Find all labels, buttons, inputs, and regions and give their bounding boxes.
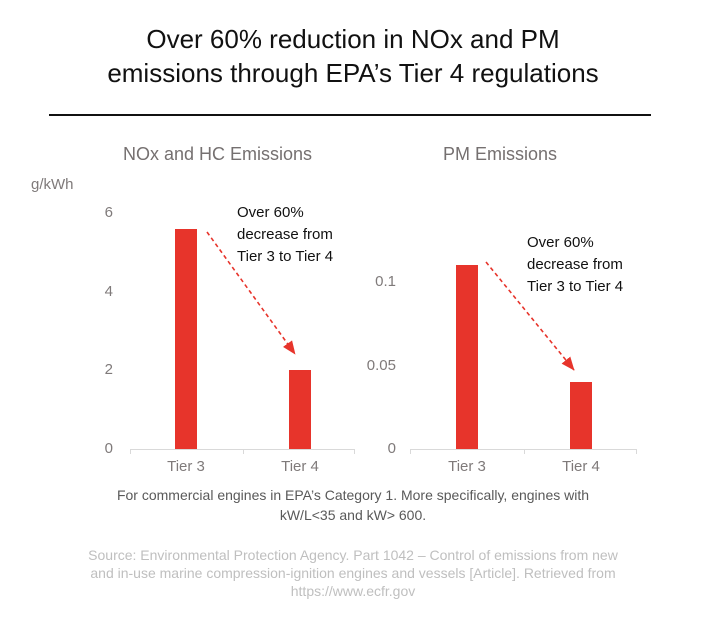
bar-tier-3 (175, 228, 197, 449)
y-tick-label: 0 (104, 440, 113, 457)
x-axis-tick (242, 449, 244, 454)
chart-title: NOx and HC Emissions (123, 144, 313, 164)
y-tick-label: 6 (104, 204, 113, 222)
x-category-label: Tier 4 (281, 458, 319, 475)
slide-title: Over 60% reduction in NOx and PM emissio… (107, 24, 599, 88)
y-tick-label: 0 (387, 440, 396, 457)
y-tick-label: 2 (104, 361, 113, 379)
x-axis-tick (130, 449, 131, 454)
x-category-label: Tier 3 (448, 458, 486, 475)
title-divider (49, 114, 651, 116)
x-axis-tick (523, 449, 525, 454)
chart-title: PM Emissions (443, 144, 558, 164)
y-tick-label: 4 (104, 282, 113, 300)
bar-tier-4 (289, 370, 311, 449)
bar-tier-4 (570, 382, 592, 449)
decrease-annotation: Over 60% decrease from Tier 3 to Tier 4 (237, 204, 334, 265)
source-citation: Source: Environmental Protection Agency.… (88, 547, 618, 599)
y-tick-label: 0.05 (366, 356, 396, 374)
x-axis-tick (410, 449, 411, 454)
footnote: For commercial engines in EPA’s Category… (116, 487, 590, 523)
decrease-annotation: Over 60% decrease from Tier 3 to Tier 4 (527, 234, 624, 295)
x-category-label: Tier 3 (167, 458, 205, 475)
bar-tier-3 (456, 265, 478, 449)
x-category-label: Tier 4 (562, 458, 600, 475)
x-axis-tick (636, 449, 637, 454)
x-axis-tick (354, 449, 355, 454)
y-tick-label: 0.1 (375, 273, 396, 290)
y-axis-unit-label: g/kWh (31, 176, 74, 193)
